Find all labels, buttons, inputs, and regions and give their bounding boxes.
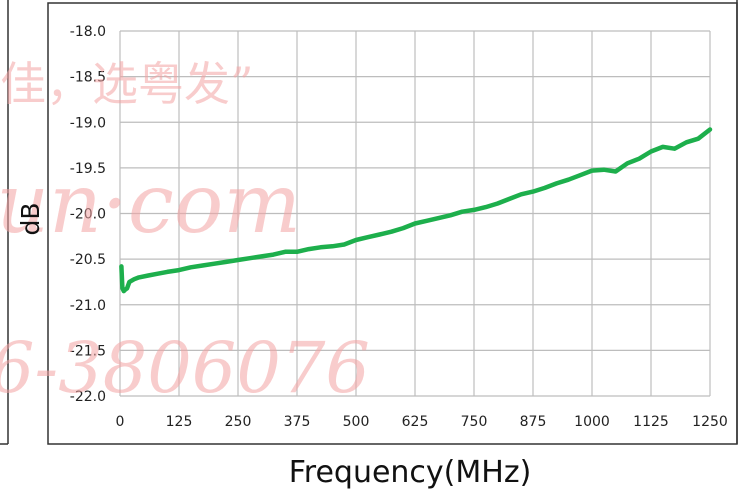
x-tick-label: 1250 — [692, 414, 728, 430]
chart-frame — [47, 2, 738, 445]
y-tick-labels: -18.0 -18.5 -19.0 -19.5 -20.0 -20.5 -21.0 -21.5… — [70, 24, 106, 405]
x-tick-label: 1125 — [633, 414, 669, 430]
x-tick-label: 750 — [461, 414, 488, 430]
x-tick-label: 250 — [225, 414, 252, 430]
series-line — [119, 127, 713, 294]
y-tick-label: -21.5 — [70, 343, 106, 359]
x-tick-label: 375 — [284, 414, 311, 430]
y-tick-label: -19.0 — [70, 115, 106, 131]
y-tick-label: -18.5 — [70, 70, 106, 86]
y-tick-label: -22.0 — [70, 389, 106, 405]
x-tick-label: 0 — [116, 414, 125, 430]
watermark-line-3: 6-3806076 — [0, 327, 370, 409]
x-tick-label: 1000 — [574, 414, 610, 430]
x-tick-label: 500 — [343, 414, 370, 430]
y-tick-label: -19.5 — [70, 161, 106, 177]
watermark-line-2: lun·com — [0, 157, 301, 252]
x-axis-label: Frequency(MHz) — [289, 455, 532, 490]
y-tick-label: -21.0 — [70, 298, 106, 314]
watermark-line-1: 佳，选粤发” — [0, 57, 254, 111]
y-tick-label: -20.0 — [70, 207, 106, 223]
grid — [119, 30, 711, 397]
y-tick-label: -20.5 — [70, 252, 106, 268]
y-axis-label: dB — [16, 202, 45, 235]
y-tick-label: -18.0 — [70, 24, 106, 40]
x-tick-label: 125 — [166, 414, 193, 430]
x-tick-labels: 0 125 250 375 500 625 750 875 1000 1125 1250 — [116, 414, 728, 430]
x-tick-label: 875 — [520, 414, 547, 430]
x-tick-label: 625 — [402, 414, 429, 430]
